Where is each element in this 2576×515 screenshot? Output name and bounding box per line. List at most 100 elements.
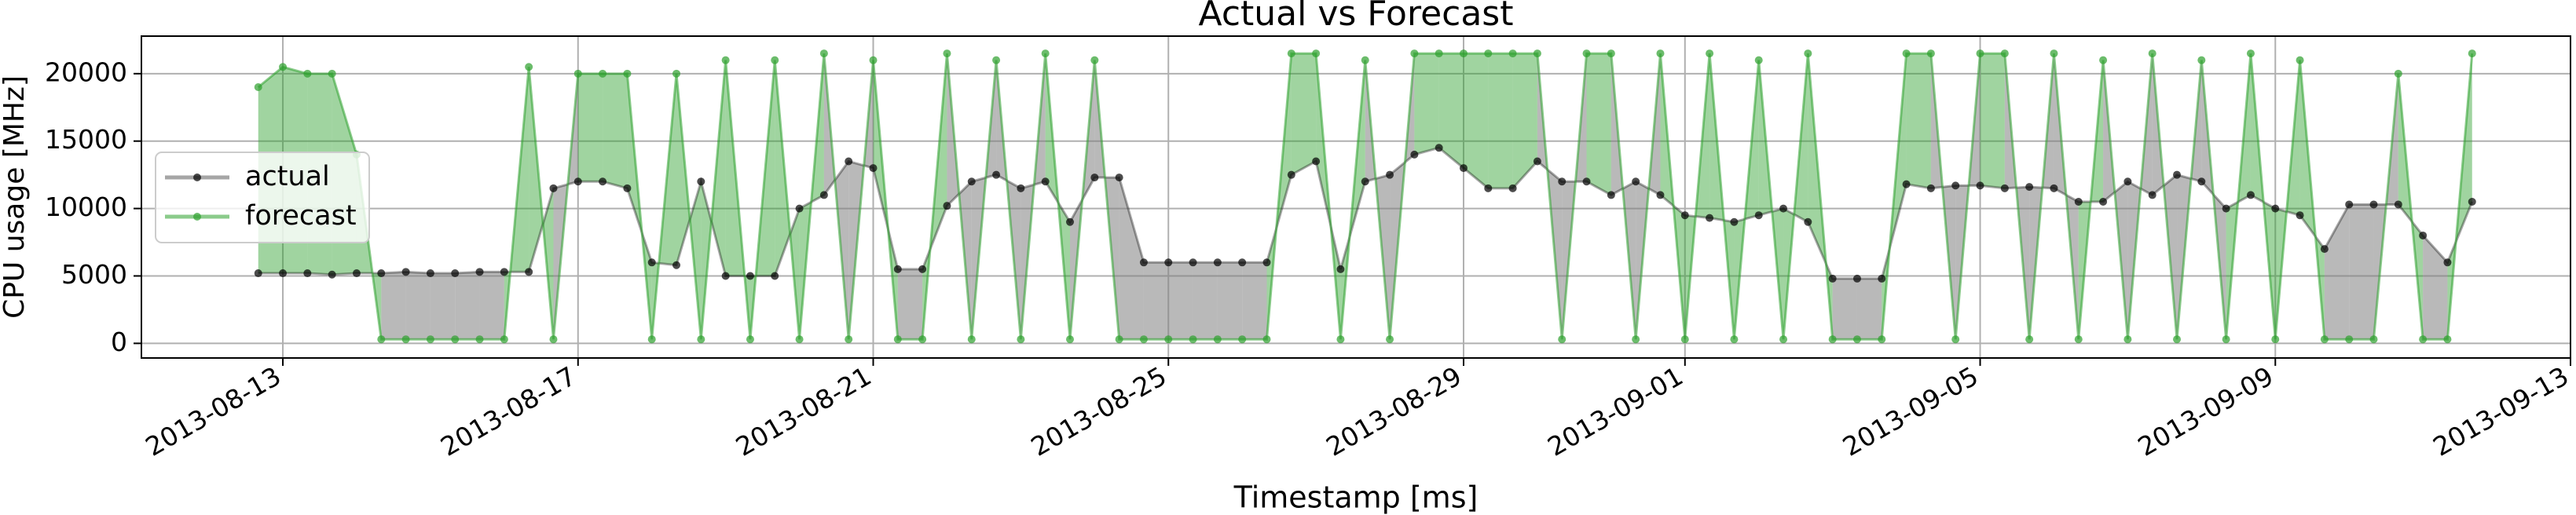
data-point	[2025, 335, 2034, 344]
data-point	[549, 184, 558, 192]
data-point	[2074, 198, 2083, 206]
data-point	[1558, 335, 1566, 344]
data-point	[2443, 258, 2452, 267]
data-point	[721, 272, 730, 280]
data-point	[771, 272, 779, 280]
fill-between	[1832, 278, 1857, 340]
data-point	[2296, 56, 2304, 64]
data-point	[869, 164, 878, 173]
fill-between	[381, 272, 406, 340]
data-point	[1926, 184, 1935, 192]
data-point	[1386, 170, 1394, 179]
data-point	[500, 335, 508, 344]
data-point	[1386, 335, 1394, 344]
data-point	[1828, 274, 1837, 283]
data-point	[2123, 177, 2132, 186]
data-point	[1410, 150, 1419, 159]
data-point	[943, 202, 951, 210]
data-point	[599, 69, 607, 78]
x-tick-label: 2013-08-29	[1321, 360, 1467, 462]
data-point	[721, 56, 730, 64]
data-point	[2000, 49, 2009, 58]
data-point	[967, 177, 976, 186]
y-tick-label: 5000	[61, 259, 127, 290]
data-point	[918, 335, 927, 344]
data-point	[475, 335, 484, 344]
data-point	[1878, 335, 1886, 344]
data-point	[2394, 200, 2402, 209]
data-point	[352, 269, 361, 278]
data-point	[771, 56, 779, 64]
data-point	[1607, 49, 1615, 58]
data-point	[2148, 49, 2156, 58]
data-point	[599, 177, 607, 186]
data-point	[1582, 49, 1591, 58]
data-point	[500, 268, 508, 276]
data-point	[525, 63, 533, 71]
y-tick-label: 10000	[45, 192, 127, 222]
fill-between	[1856, 278, 1882, 340]
fill-between	[1291, 53, 1317, 175]
data-point	[279, 269, 288, 278]
data-point	[1312, 157, 1321, 166]
data-point	[1115, 173, 1123, 182]
fill-between	[1143, 262, 1169, 340]
fill-between	[2324, 204, 2350, 340]
data-point	[697, 335, 705, 344]
legend-marker	[193, 213, 201, 221]
data-point	[377, 269, 386, 278]
axes-frame	[141, 35, 2571, 359]
data-point	[254, 83, 262, 92]
fill-between	[1586, 53, 1611, 195]
data-point	[2222, 204, 2230, 213]
data-point	[475, 268, 484, 276]
data-point	[1976, 181, 1984, 190]
data-point	[2394, 69, 2402, 78]
legend-label: actual	[245, 161, 330, 192]
data-point	[1828, 335, 1837, 344]
x-tick-label: 2013-09-13	[2428, 360, 2574, 462]
data-point	[1926, 49, 1935, 58]
data-point	[2173, 170, 2182, 179]
fill-between	[430, 273, 456, 340]
data-point	[1164, 335, 1173, 344]
fill-between	[1119, 177, 1144, 340]
data-point	[1410, 49, 1419, 58]
data-point	[819, 49, 828, 58]
data-point	[2320, 335, 2329, 344]
data-point	[1090, 56, 1099, 64]
data-point	[549, 335, 558, 344]
chart-title: Actual vs Forecast	[1199, 0, 1514, 34]
fill-between	[897, 268, 923, 340]
data-point	[795, 204, 804, 213]
data-point	[1262, 335, 1271, 344]
data-point	[2000, 184, 2009, 192]
data-point	[2246, 191, 2255, 199]
data-point	[1558, 177, 1566, 186]
data-point	[697, 177, 705, 186]
data-point	[845, 157, 853, 166]
data-point	[1164, 258, 1173, 267]
data-point	[254, 269, 262, 278]
data-point	[1607, 191, 1615, 199]
fill-between	[1980, 53, 2005, 188]
data-point	[1312, 49, 1321, 58]
data-point	[1852, 335, 1861, 344]
data-point	[1951, 181, 1960, 190]
data-point	[1238, 258, 1247, 267]
data-point	[918, 265, 927, 273]
data-point	[1459, 49, 1468, 58]
legend-marker	[193, 173, 201, 181]
data-point	[1951, 335, 1960, 344]
data-point	[845, 335, 853, 344]
data-point	[2369, 335, 2378, 344]
data-point	[623, 69, 632, 78]
data-point	[1213, 258, 1222, 267]
data-point	[573, 69, 582, 78]
data-point	[1238, 335, 1247, 344]
data-point	[2271, 335, 2280, 344]
data-point	[1189, 258, 1197, 267]
data-point	[1632, 177, 1640, 186]
data-point	[1706, 49, 1714, 58]
